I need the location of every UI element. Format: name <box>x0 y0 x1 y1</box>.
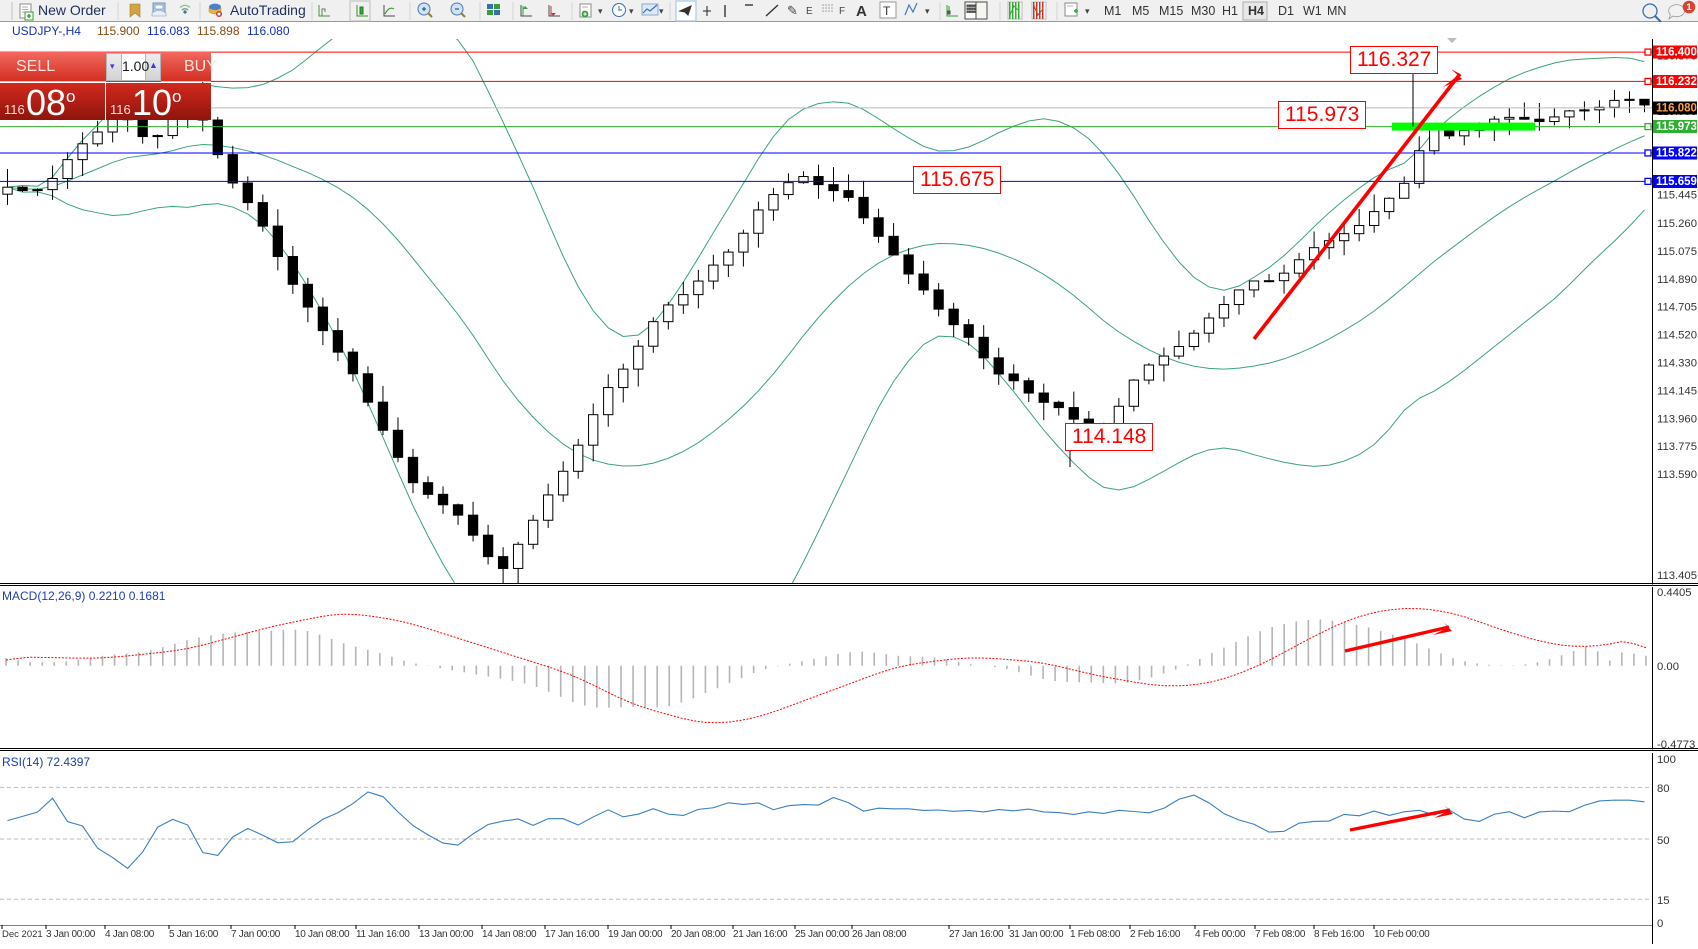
svg-text:A: A <box>856 3 867 20</box>
svg-text:M30: M30 <box>1191 4 1215 18</box>
svg-text:E: E <box>806 6 813 17</box>
svg-text:8 Feb 16:00: 8 Feb 16:00 <box>1314 929 1365 940</box>
svg-text:W1: W1 <box>1303 4 1322 18</box>
svg-text:114.890: 114.890 <box>1657 274 1697 286</box>
svg-text:F: F <box>839 6 845 17</box>
svg-text:116.232: 116.232 <box>1656 76 1697 88</box>
svg-text:MN: MN <box>1327 4 1346 18</box>
svg-text:114.705: 114.705 <box>1657 302 1697 314</box>
svg-text:115.445: 115.445 <box>1657 190 1697 202</box>
svg-text:115.260: 115.260 <box>1657 218 1697 230</box>
svg-text:0.4405: 0.4405 <box>1657 587 1692 599</box>
svg-text:1 Feb 08:00: 1 Feb 08:00 <box>1070 929 1121 940</box>
svg-text:M15: M15 <box>1159 4 1183 18</box>
svg-text:▾: ▾ <box>925 6 930 16</box>
svg-text:Dec 2021: Dec 2021 <box>2 929 43 940</box>
svg-text:T: T <box>883 4 891 18</box>
svg-text:4 Jan 08:00: 4 Jan 08:00 <box>105 929 155 940</box>
svg-text:M1: M1 <box>1104 4 1121 18</box>
svg-text:115.973: 115.973 <box>1656 121 1697 133</box>
svg-text:50: 50 <box>1657 835 1670 847</box>
svg-text:100: 100 <box>1657 754 1676 766</box>
svg-text:80: 80 <box>1657 783 1670 795</box>
svg-text:D1: D1 <box>1278 4 1294 18</box>
svg-text:▾: ▾ <box>598 6 603 16</box>
svg-text:M5: M5 <box>1132 4 1149 18</box>
svg-text:20 Jan 08:00: 20 Jan 08:00 <box>671 929 726 940</box>
svg-text:0: 0 <box>1657 918 1663 930</box>
svg-text:115.075: 115.075 <box>1657 246 1697 258</box>
svg-text:114.520: 114.520 <box>1657 330 1697 342</box>
svg-text:17 Jan 16:00: 17 Jan 16:00 <box>545 929 600 940</box>
svg-text:113.775: 113.775 <box>1657 441 1697 453</box>
svg-text:AutoTrading: AutoTrading <box>230 2 306 18</box>
svg-text:11 Jan 16:00: 11 Jan 16:00 <box>356 929 410 940</box>
svg-text:113.960: 113.960 <box>1657 414 1697 426</box>
svg-text:113.590: 113.590 <box>1657 469 1697 481</box>
svg-text:113.405: 113.405 <box>1657 570 1697 582</box>
svg-text:10 Feb 00:00: 10 Feb 00:00 <box>1374 929 1430 940</box>
svg-text:New Order: New Order <box>38 2 106 18</box>
svg-text:116.400: 116.400 <box>1656 47 1697 59</box>
svg-text:✎: ✎ <box>787 3 798 18</box>
svg-text:15: 15 <box>1657 895 1670 907</box>
svg-text:21 Jan 16:00: 21 Jan 16:00 <box>733 929 788 940</box>
svg-text:7 Jan 00:00: 7 Jan 00:00 <box>231 929 281 940</box>
svg-text:▾: ▾ <box>659 6 664 16</box>
svg-text:-0.4773: -0.4773 <box>1657 739 1695 751</box>
svg-text:0.00: 0.00 <box>1657 661 1679 673</box>
svg-text:14 Jan 08:00: 14 Jan 08:00 <box>482 929 537 940</box>
svg-text:115.822: 115.822 <box>1656 148 1697 160</box>
svg-text:7 Feb 08:00: 7 Feb 08:00 <box>1255 929 1306 940</box>
svg-text:31 Jan 00:00: 31 Jan 00:00 <box>1009 929 1064 940</box>
svg-text:H1: H1 <box>1222 4 1238 18</box>
svg-text:4 Feb 00:00: 4 Feb 00:00 <box>1195 929 1246 940</box>
svg-text:1: 1 <box>1686 2 1692 13</box>
svg-text:115.659: 115.659 <box>1656 176 1697 188</box>
svg-text:5 Jan 16:00: 5 Jan 16:00 <box>169 929 219 940</box>
svg-text:▾: ▾ <box>629 6 634 16</box>
svg-text:▾: ▾ <box>1085 6 1090 16</box>
svg-text:3 Jan 00:00: 3 Jan 00:00 <box>46 929 96 940</box>
svg-text:114.145: 114.145 <box>1657 386 1697 398</box>
svg-text:27 Jan 16:00: 27 Jan 16:00 <box>949 929 1004 940</box>
svg-text:10 Jan 08:00: 10 Jan 08:00 <box>295 929 350 940</box>
svg-text:19 Jan 00:00: 19 Jan 00:00 <box>608 929 663 940</box>
svg-text:114.330: 114.330 <box>1657 358 1697 370</box>
svg-text:26 Jan 08:00: 26 Jan 08:00 <box>852 929 907 940</box>
svg-text:H4: H4 <box>1248 4 1264 18</box>
svg-text:2 Feb 16:00: 2 Feb 16:00 <box>1130 929 1181 940</box>
svg-text:25 Jan 00:00: 25 Jan 00:00 <box>795 929 850 940</box>
svg-text:116.080: 116.080 <box>1656 103 1697 115</box>
svg-text:13 Jan 00:00: 13 Jan 00:00 <box>419 929 474 940</box>
